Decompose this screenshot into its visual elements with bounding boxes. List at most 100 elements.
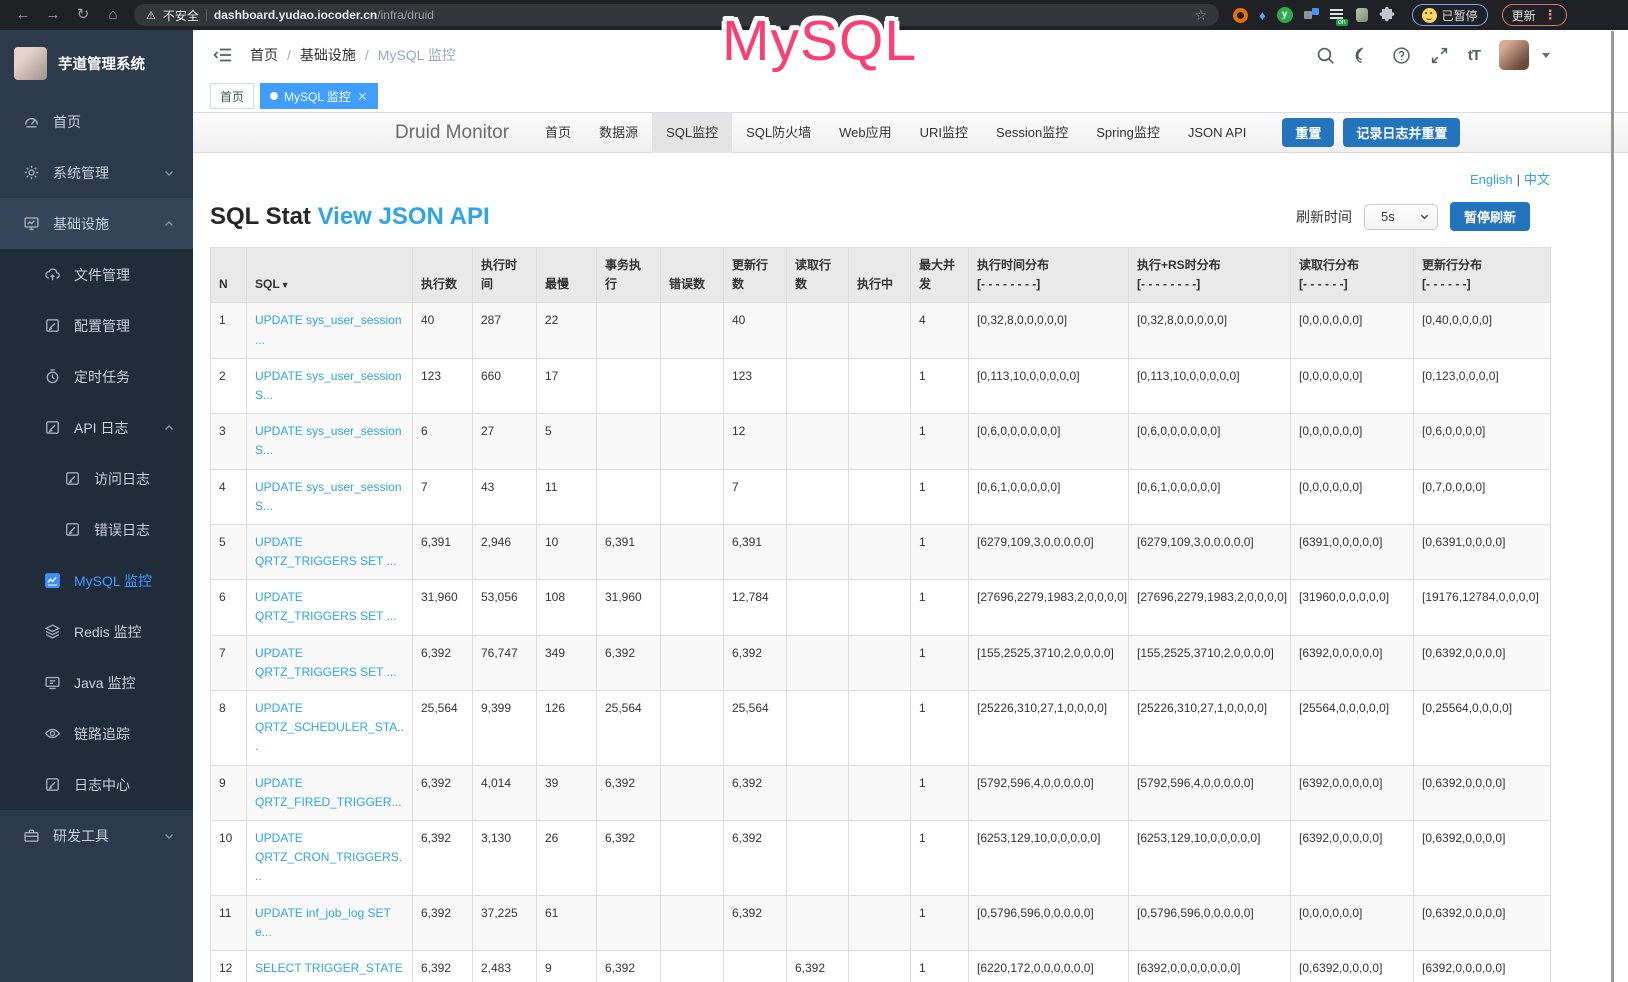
sql-link[interactable]: UPDATE sys_user_session ... [255,313,402,347]
reset-button[interactable]: 重置 [1282,118,1335,147]
sidebar-submenu-infrastructure: 文件管理 配置管理 定时任务 API 日志 访问日志 [0,249,193,810]
col-header-max-concurrent[interactable]: 最大并发 [910,246,969,304]
search-icon[interactable] [1316,46,1335,65]
sidebar-item-error-logs[interactable]: 错误日志 [0,504,193,555]
bookmark-star-icon[interactable]: ☆ [1194,6,1207,23]
sql-link[interactable]: UPDATE inf_job_log SET e... [255,905,391,939]
lang-chinese-link[interactable]: 中文 [1523,172,1550,187]
help-icon[interactable] [1392,46,1411,65]
fullscreen-icon[interactable] [1430,46,1449,65]
col-header-exec-rs-dist[interactable]: 执行+RS时分布 [- - - - - - - -] [1128,246,1291,304]
col-header-read-row-dist[interactable]: 读取行分布 [- - - - - -] [1290,246,1414,304]
chrome-update-button[interactable]: 更新 ⋮ [1501,4,1567,26]
sql-link[interactable]: UPDATE QRTZ_TRIGGERS SET ... [255,534,397,569]
sql-link[interactable]: UPDATE QRTZ_FIRED_TRIGGER... [255,775,402,809]
breadcrumb-home[interactable]: 首页 [250,47,278,63]
cell-value: 22 [536,302,597,359]
sidebar-toggle-icon[interactable] [213,47,233,63]
lang-english-link[interactable]: English [1469,172,1513,187]
github-icon[interactable] [1354,46,1373,65]
extension-list-on-icon[interactable] [1329,8,1348,26]
sidebar-item-dev-tools[interactable]: 研发工具 [0,810,193,861]
col-header-txn-exec[interactable]: 事务执行 [596,246,661,304]
druid-nav-web-app[interactable]: Web应用 [839,124,892,140]
druid-nav-datasource[interactable]: 数据源 [599,124,639,140]
col-header-executing[interactable]: 执行中 [848,246,911,304]
cell-value [786,413,849,470]
druid-nav-spring-monitor[interactable]: Spring监控 [1096,124,1160,140]
sql-link[interactable]: UPDATE QRTZ_CRON_TRIGGERS... [255,830,403,884]
chevron-up-icon [163,218,175,230]
col-header-error-count[interactable]: 错误数 [660,246,724,304]
scrollbar[interactable] [1611,31,1614,982]
col-header-read-rows[interactable]: 读取行数 [786,246,849,304]
extension-y-icon[interactable] [1276,7,1293,23]
druid-nav-sql-monitor[interactable]: SQL监控 [652,112,733,153]
col-header-slowest[interactable]: 最慢 [536,246,597,304]
sidebar-logo[interactable]: 芋道管理系统 [0,30,193,96]
tag-close-icon[interactable] [357,91,368,102]
sql-link[interactable]: UPDATE sys_user_session S... [255,424,402,458]
druid-nav-home[interactable]: 首页 [545,124,572,140]
sidebar-item-config-mgmt[interactable]: 配置管理 [0,300,193,351]
col-header-sql[interactable]: SQL▼ [246,246,413,304]
sidebar-item-scheduled-jobs[interactable]: 定时任务 [0,351,193,402]
cell-value: 37,225 [472,894,537,951]
druid-nav-sql-firewall[interactable]: SQL防火墙 [746,124,812,140]
extension-misc-icon[interactable] [1355,8,1368,22]
sql-link[interactable]: UPDATE QRTZ_TRIGGERS SET ... [255,645,397,679]
extension-squares-icon[interactable] [1303,7,1319,23]
browser-menu-dots-icon[interactable]: ⋮ [1543,7,1557,22]
col-header-exec-time[interactable]: 执行时间 [472,246,537,304]
browser-back-icon[interactable]: ← [15,6,31,23]
extension-donut-icon[interactable] [1233,7,1248,23]
sidebar-item-redis-monitor[interactable]: Redis 监控 [0,606,193,657]
sql-link[interactable]: UPDATE sys_user_session S... [255,368,402,402]
sql-link[interactable]: SELECT TRIGGER_STATE [255,960,403,975]
druid-nav-session-monitor[interactable]: Session监控 [996,124,1069,140]
sidebar-item-log-center[interactable]: 日志中心 [0,759,193,810]
col-header-n[interactable]: N [210,246,247,304]
browser-forward-icon[interactable]: → [45,6,61,23]
log-and-reset-button[interactable]: 记录日志并重置 [1343,118,1461,147]
extension-gem-icon[interactable]: ♦ [1259,7,1266,23]
sidebar-item-label: 基础设施 [53,215,109,232]
pause-refresh-button[interactable]: 暂停刷新 [1449,202,1530,231]
font-size-icon[interactable]: tT [1467,46,1481,64]
col-header-update-row-dist[interactable]: 更新行分布 [- - - - - -] [1413,246,1551,304]
breadcrumb-infrastructure[interactable]: 基础设施 [299,47,356,63]
sql-link[interactable]: UPDATE QRTZ_TRIGGERS SET ... [255,590,397,624]
sidebar-item-system-mgmt[interactable]: 系统管理 [0,147,193,198]
sidebar-item-tracing[interactable]: 链路追踪 [0,708,193,759]
tag-home[interactable]: 首页 [210,83,255,109]
browser-reload-icon[interactable]: ↻ [76,6,90,23]
browser-home-icon[interactable]: ⌂ [108,6,118,23]
sidebar-item-infrastructure[interactable]: 基础设施 [0,198,193,249]
tag-mysql-monitor[interactable]: MySQL 监控 [260,83,378,109]
avatar-caret-down-icon[interactable] [1542,52,1550,58]
avatar[interactable] [1499,40,1529,70]
not-secure-label[interactable]: 不安全 [162,8,199,23]
sql-link[interactable]: UPDATE QRTZ_SCHEDULER_STA... [255,701,404,754]
druid-nav-uri-monitor[interactable]: URI监控 [919,124,968,140]
sidebar-item-api-logs[interactable]: API 日志 [0,402,193,453]
sidebar-item-access-logs[interactable]: 访问日志 [0,453,193,504]
sidebar-item-java-monitor[interactable]: Java 监控 [0,657,193,708]
cell-value: [6392,0,0,0,0,0] [1290,819,1414,896]
profile-paused-badge[interactable]: 已暂停 [1411,4,1488,26]
sidebar-item-file-mgmt[interactable]: 文件管理 [0,249,193,300]
cell-value: 6,392 [412,764,473,821]
extensions-puzzle-icon[interactable] [1379,6,1398,25]
col-header-update-rows[interactable]: 更新行数 [723,246,787,304]
sidebar-item-mysql-monitor[interactable]: MySQL 监控 [0,555,193,606]
cell-value: 10 [536,523,597,581]
cell-value: [0,0,0,0,0,0] [1290,894,1414,951]
col-header-exec-count[interactable]: 执行数 [412,246,473,304]
view-json-api-link[interactable]: View JSON API [317,202,490,230]
druid-nav-json-api[interactable]: JSON API [1187,124,1247,140]
col-header-exec-time-dist[interactable]: 执行时间分布 [- - - - - - - -] [968,246,1129,304]
refresh-interval-select[interactable]: 5s [1363,203,1438,230]
address-bar[interactable]: ⚠ 不安全 dashboard.yudao.iocoder.cn/infra/d… [134,4,1219,26]
sidebar-item-home[interactable]: 首页 [0,96,193,147]
sql-link[interactable]: UPDATE sys_user_session S... [255,479,402,513]
